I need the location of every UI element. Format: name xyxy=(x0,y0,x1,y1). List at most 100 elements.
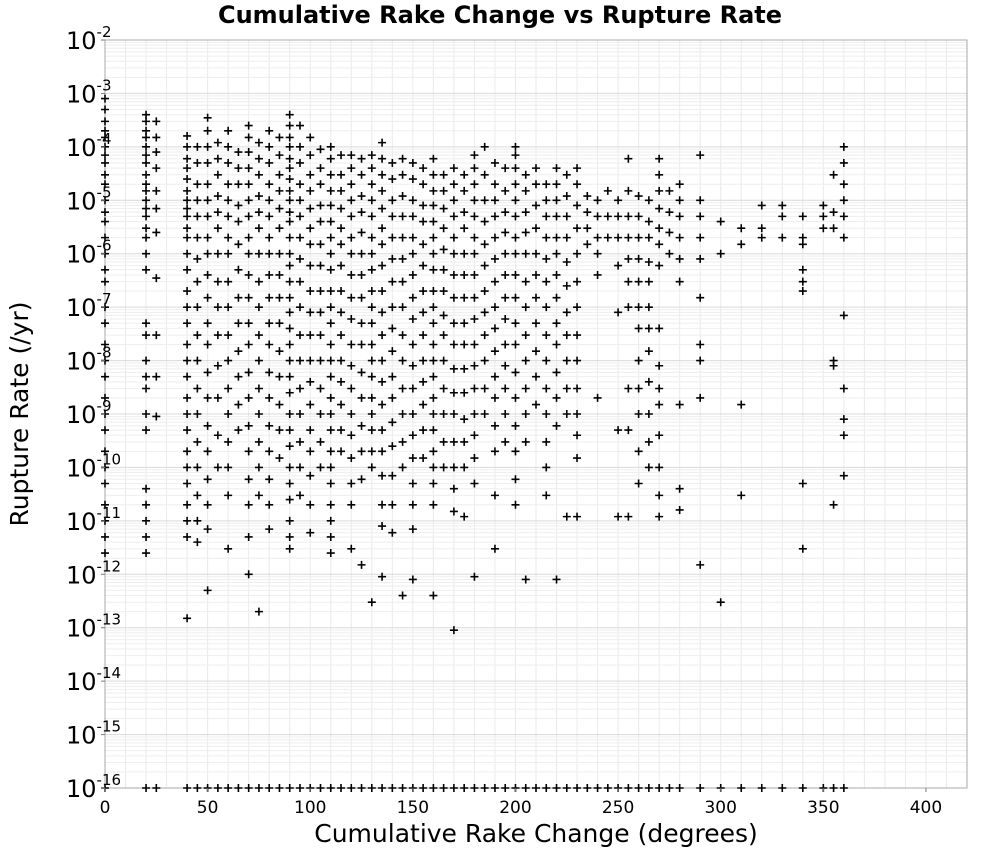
data-point xyxy=(193,196,202,205)
data-point xyxy=(470,431,479,440)
data-point xyxy=(501,208,510,217)
data-point xyxy=(593,249,602,258)
data-point xyxy=(798,233,807,242)
data-point xyxy=(460,784,469,792)
data-point xyxy=(532,164,540,173)
data-point xyxy=(624,233,633,242)
data-point xyxy=(224,303,233,312)
data-point xyxy=(285,261,294,270)
data-point xyxy=(378,426,387,435)
data-point xyxy=(378,186,387,195)
data-point xyxy=(275,186,284,195)
data-point xyxy=(295,212,304,221)
data-point xyxy=(244,500,253,509)
data-point xyxy=(152,117,161,126)
data-point xyxy=(101,151,109,160)
data-point xyxy=(614,426,623,435)
data-point xyxy=(490,784,499,792)
data-point xyxy=(142,158,151,167)
data-point xyxy=(562,308,571,317)
data-point xyxy=(142,204,151,213)
data-point xyxy=(142,133,151,142)
data-point xyxy=(326,410,335,418)
data-point xyxy=(244,447,253,456)
data-point xyxy=(696,784,705,792)
data-point xyxy=(737,400,746,409)
data-point xyxy=(839,415,848,424)
data-point xyxy=(829,224,838,233)
data-point xyxy=(634,479,643,488)
data-point xyxy=(295,331,304,340)
data-point xyxy=(285,154,294,163)
data-point xyxy=(275,293,284,302)
data-point xyxy=(490,421,499,430)
data-point xyxy=(101,372,109,381)
data-point xyxy=(203,393,212,402)
data-point xyxy=(254,491,263,500)
data-point xyxy=(101,94,109,103)
data-point xyxy=(101,479,109,488)
data-point xyxy=(193,516,202,525)
data-point xyxy=(655,384,664,393)
data-point xyxy=(614,261,623,270)
data-point xyxy=(203,586,212,595)
data-point xyxy=(388,442,397,451)
data-point xyxy=(778,233,787,242)
x-tick-label: 0 xyxy=(100,798,111,818)
data-point xyxy=(644,324,653,333)
data-point xyxy=(357,208,366,217)
data-point xyxy=(234,240,243,249)
data-point xyxy=(265,196,274,205)
data-point xyxy=(378,784,387,792)
data-point xyxy=(316,784,325,792)
data-point xyxy=(675,180,684,189)
data-point xyxy=(101,180,109,189)
data-point xyxy=(367,287,376,296)
data-point xyxy=(285,308,294,317)
data-point xyxy=(203,158,212,167)
data-point xyxy=(562,356,571,365)
data-point xyxy=(429,233,438,242)
y-tick-label: 10-15 xyxy=(66,718,121,750)
data-point xyxy=(634,356,643,365)
data-point xyxy=(521,410,530,418)
data-point xyxy=(675,196,684,205)
data-point xyxy=(480,384,489,393)
data-point xyxy=(224,180,233,189)
data-point xyxy=(562,784,571,792)
data-point xyxy=(634,324,643,333)
data-point xyxy=(839,784,848,792)
data-point xyxy=(367,426,376,435)
data-point xyxy=(367,303,376,312)
data-point xyxy=(480,784,489,792)
data-point xyxy=(429,186,438,195)
data-point xyxy=(429,217,438,226)
data-point xyxy=(337,308,346,317)
data-point xyxy=(213,192,222,201)
data-point xyxy=(819,224,828,233)
data-point xyxy=(224,142,233,151)
data-point xyxy=(655,204,664,213)
data-point xyxy=(542,212,551,221)
data-point xyxy=(552,368,561,377)
data-point xyxy=(378,400,387,409)
data-point xyxy=(193,303,202,312)
data-point xyxy=(367,447,376,456)
data-point xyxy=(295,121,304,130)
data-point xyxy=(470,249,479,258)
data-point xyxy=(265,368,274,377)
data-point xyxy=(337,784,346,792)
data-point xyxy=(326,233,335,242)
data-point xyxy=(562,233,571,242)
x-tick-label: 150 xyxy=(397,798,429,818)
data-point xyxy=(675,212,684,221)
data-point xyxy=(521,170,530,179)
data-point xyxy=(234,784,243,792)
data-point xyxy=(819,201,828,210)
data-point xyxy=(408,431,417,440)
data-point xyxy=(234,217,243,226)
data-point xyxy=(275,204,284,213)
data-point xyxy=(367,356,376,365)
data-point xyxy=(254,331,263,340)
data-point xyxy=(573,180,582,189)
